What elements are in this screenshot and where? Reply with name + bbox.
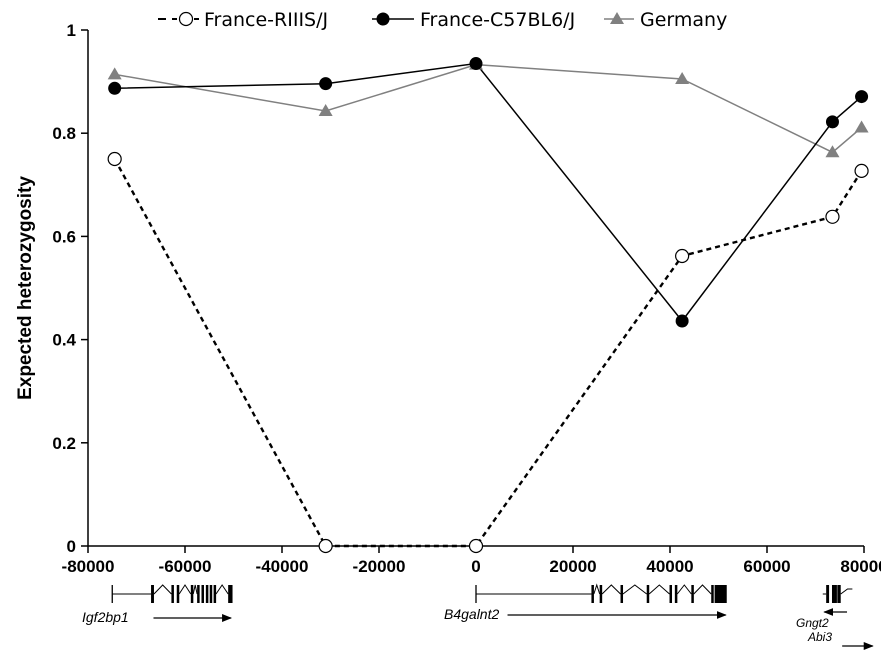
data-point-open-circle [107,151,122,167]
gene-exon [213,585,217,603]
data-point-open-circle [825,209,840,224]
axes [87,30,864,547]
data-point-filled-circle [855,90,869,104]
legend-label-germany: Germany [640,9,727,31]
data-point-filled-circle [108,81,122,95]
gene-intron [178,584,192,595]
gene-exon [826,585,830,603]
y-tick-label: 0.6 [52,227,76,246]
gene-label: Igf2bp1 [82,609,129,625]
y-tick-label: 0 [67,537,76,556]
gene-label: Abi3 [807,630,832,644]
gene-intron [622,584,648,595]
gene-exon [171,585,174,603]
x-tick-label: -40000 [256,557,309,576]
gene-intron [215,584,229,595]
gene-intron [593,583,601,595]
series-line-2 [114,63,863,154]
gene-intron [601,584,621,595]
data-point-open-circle [854,163,869,178]
legend-label-france-c57bl6: France-C57BL6/J [420,9,575,31]
gene-exon [674,585,678,603]
data-point-triangle [318,104,333,117]
data-point-triangle [675,72,690,85]
gene-exon [151,585,154,603]
gene-tail-line [840,588,853,595]
x-tick-label: 40000 [646,557,693,576]
x-tick-label: -60000 [159,557,212,576]
data-point-triangle [107,67,122,80]
gene-exon [669,585,673,603]
gene-exon [205,585,209,603]
gene-exon [831,585,835,603]
x-tick-label: -80000 [62,557,115,576]
y-axis-title: Expected heterozygosity [15,176,36,400]
gene-b4galnt2: B4galnt2 [444,583,727,622]
gene-exon [718,585,727,603]
gene-exon [711,585,714,603]
x-tick-label: 20000 [549,557,596,576]
data-point-filled-circle [675,314,689,328]
gene-exon [599,585,603,603]
gene-exon [646,585,650,603]
gene-intron [676,584,692,595]
y-tick-label: 0.4 [52,331,76,350]
gene-label: B4galnt2 [444,606,499,622]
gene-abi3: Abi3 [807,630,874,650]
data-point-filled-circle [469,57,483,71]
data-point-triangle [825,145,840,158]
gene-label: Gngt2 [796,616,829,630]
gene-exon [209,585,213,603]
series-layer [107,57,869,554]
legend-item-france-riiis: France-RIIIS/J [158,9,328,31]
x-ticks: -80000 -60000 -40000 -20000 0 20000 40000 60000… [62,546,881,576]
x-tick-label: 0 [471,557,480,576]
legend-item-germany: Germany [604,9,727,31]
y-ticks: 0 0.2 0.4 0.6 0.8 1 [52,21,88,556]
gene-exon [228,585,233,603]
gene-exon [197,585,200,603]
open-circle-icon [178,11,194,27]
legend-item-france-c57bl6: France-C57BL6/J [372,9,575,31]
legend: France-RIIIS/J France-C57BL6/J Germany [158,9,727,31]
data-point-triangle [854,120,869,133]
data-point-filled-circle [319,77,333,91]
data-point-open-circle [468,538,484,554]
gene-exon [201,585,204,603]
gene-exon [176,585,180,603]
gene-intron [648,584,670,595]
gene-intron [192,584,198,595]
data-point-filled-circle [825,115,839,129]
gene-exon [691,585,694,603]
series-line-1 [114,62,863,323]
filled-triangle-icon [610,12,624,24]
y-tick-label: 0.2 [52,434,76,453]
gene-intron [693,584,712,595]
gene-exon [834,585,837,603]
x-tick-label: -20000 [353,557,406,576]
data-point-open-circle [318,538,333,554]
x-tick-label: 80000 [840,557,881,576]
series-line-0 [113,158,863,548]
gene-exon [190,585,194,603]
y-tick-label: 0.8 [52,124,76,143]
gene-intron [153,584,172,595]
gene-igf2bp1: Igf2bp1 [82,584,233,625]
legend-label-france-riiis: France-RIIIS/J [204,9,328,31]
gene-exon [837,585,841,603]
filled-circle-icon [376,12,390,26]
gene-gngt2: Gngt2 [796,585,848,630]
y-tick-label: 1 [67,21,76,40]
gene-exon [620,585,624,603]
x-tick-label: 60000 [743,557,790,576]
gene-exon [591,585,594,603]
gene-exon [714,585,719,603]
data-point-open-circle [675,248,690,264]
